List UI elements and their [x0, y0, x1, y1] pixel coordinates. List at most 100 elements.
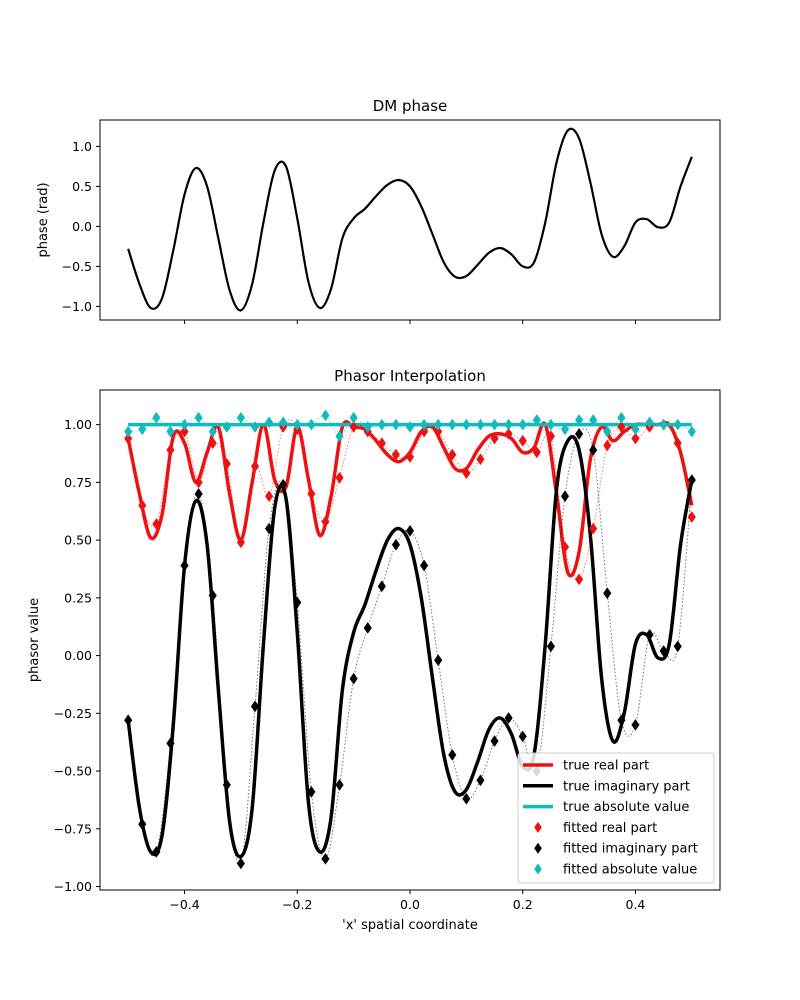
- marker-fitted-imaginary-part: [349, 672, 358, 685]
- marker-fitted-real-part: [391, 448, 401, 461]
- series-line-phase: [127, 127, 693, 312]
- marker-fitted-imaginary-part: [574, 427, 584, 440]
- marker-fitted-absolute-value: [631, 423, 640, 436]
- marker-fitted-absolute-value: [335, 430, 344, 443]
- marker-fitted-imaginary-part: [194, 487, 203, 500]
- marker-fitted-real-part: [180, 425, 189, 438]
- marker-fitted-imaginary-part: [321, 852, 330, 865]
- marker-fitted-absolute-value: [574, 414, 584, 426]
- y-tick-label: 0.25: [64, 590, 92, 605]
- marker-fitted-imaginary-part: [279, 478, 288, 491]
- legend-marker: [534, 863, 542, 875]
- y-tick-label: −0.25: [54, 706, 92, 721]
- x-tick-label: 0.0: [400, 897, 420, 912]
- legend-label: true imaginary part: [563, 779, 690, 794]
- phasor-interpolation-plot: Phasor Interpolation phasor value 'x' sp…: [27, 367, 721, 933]
- marker-fitted-absolute-value: [673, 418, 682, 431]
- marker-fitted-real-part: [124, 432, 133, 445]
- marker-fitted-absolute-value: [250, 421, 260, 433]
- marker-fitted-absolute-value: [490, 418, 499, 431]
- marker-fitted-absolute-value: [124, 425, 133, 438]
- legend-label: fitted absolute value: [563, 863, 697, 878]
- dm-phase-axes-frame: [99, 119, 721, 321]
- y-tick-label: 0.50: [64, 533, 92, 548]
- marker-fitted-real-part: [518, 434, 527, 447]
- marker-fitted-imaginary-part: [363, 621, 372, 634]
- marker-fitted-absolute-value: [138, 423, 147, 436]
- marker-fitted-real-part: [307, 487, 316, 500]
- marker-fitted-imaginary-part: [617, 714, 626, 727]
- marker-fitted-absolute-value: [687, 425, 696, 438]
- marker-fitted-imaginary-part: [589, 444, 598, 456]
- marker-fitted-imaginary-part: [490, 735, 499, 747]
- marker-fitted-real-part: [532, 446, 541, 459]
- legend-label: true real part: [563, 759, 649, 774]
- marker-fitted-real-part: [419, 425, 429, 438]
- marker-fitted-imaginary-part: [405, 524, 415, 537]
- y-tick-label: 0.0: [72, 219, 92, 234]
- marker-fitted-imaginary-part: [391, 538, 401, 551]
- y-tick-label: 1.00: [64, 417, 92, 432]
- marker-fitted-real-part: [603, 439, 612, 452]
- marker-fitted-imaginary-part: [546, 640, 556, 653]
- marker-fitted-imaginary-part: [152, 845, 161, 858]
- marker-fitted-real-part: [349, 421, 358, 433]
- marker-fitted-real-part: [222, 457, 231, 470]
- phasor-ylabel: phasor value: [27, 598, 42, 682]
- dm-phase-plot: DM phase phase (rad) −1.0 −0.5 0.0 0.5 1.0: [36, 97, 721, 324]
- marker-fitted-absolute-value: [434, 418, 443, 431]
- y-tick-label: −0.50: [54, 764, 92, 779]
- marker-fitted-absolute-value: [405, 421, 415, 433]
- marker-fitted-absolute-value: [279, 416, 288, 429]
- marker-fitted-absolute-value: [645, 416, 654, 429]
- y-tick-label: 0.75: [64, 475, 92, 490]
- marker-fitted-real-part: [687, 511, 696, 523]
- phasor-ticks: −0.4 −0.2 0.0 0.2 0.4 −1.00 −0.75 −0.50 −0.25 0.0…: [54, 417, 646, 912]
- marker-fitted-imaginary-part: [180, 559, 189, 572]
- marker-fitted-real-part: [631, 432, 640, 445]
- marker-fitted-real-part: [335, 471, 344, 484]
- marker-fitted-imaginary-part: [335, 778, 344, 791]
- marker-fitted-real-part: [264, 490, 274, 503]
- x-tick-label: 0.2: [513, 897, 533, 912]
- marker-fitted-imaginary-part: [673, 640, 682, 653]
- marker-fitted-imaginary-part: [645, 628, 654, 641]
- legend-label: fitted real part: [563, 821, 657, 836]
- marker-fitted-absolute-value: [518, 418, 527, 431]
- marker-fitted-real-part: [250, 460, 260, 473]
- marker-fitted-imaginary-part: [236, 857, 246, 870]
- marker-fitted-imaginary-part: [603, 587, 612, 600]
- marker-fitted-imaginary-part: [504, 712, 513, 724]
- marker-fitted-absolute-value: [194, 411, 203, 424]
- legend: true real part true imaginary part true ab…: [517, 752, 715, 884]
- marker-fitted-imaginary-part: [208, 589, 217, 602]
- x-tick-label: 0.4: [626, 897, 646, 912]
- marker-fitted-imaginary-part: [124, 714, 133, 727]
- marker-fitted-absolute-value: [264, 416, 274, 429]
- marker-fitted-absolute-value: [589, 414, 598, 426]
- marker-fitted-imaginary-part: [293, 596, 302, 609]
- phasor-series: [124, 409, 696, 870]
- dm-phase-series: [127, 127, 693, 312]
- marker-fitted-imaginary-part: [377, 580, 386, 593]
- phasor-axes-frame: [99, 389, 721, 891]
- marker-fitted-imaginary-part: [419, 559, 429, 572]
- marker-fitted-absolute-value: [349, 411, 358, 424]
- legend-marker: [534, 821, 542, 833]
- marker-fitted-absolute-value: [532, 414, 541, 426]
- x-tick-label: −0.4: [169, 897, 199, 912]
- marker-fitted-absolute-value: [377, 418, 386, 431]
- marker-fitted-absolute-value: [363, 421, 372, 433]
- marker-fitted-real-part: [166, 444, 175, 456]
- marker-fitted-imaginary-part: [222, 778, 231, 791]
- marker-fitted-real-part: [321, 515, 330, 528]
- marker-fitted-absolute-value: [180, 418, 189, 431]
- marker-fitted-absolute-value: [236, 411, 246, 424]
- marker-fitted-imaginary-part: [659, 645, 668, 657]
- marker-fitted-absolute-value: [208, 425, 217, 438]
- y-tick-label: 0.5: [72, 179, 92, 194]
- marker-fitted-real-part: [462, 467, 471, 480]
- marker-fitted-absolute-value: [617, 411, 626, 424]
- marker-fitted-imaginary-part: [138, 818, 147, 831]
